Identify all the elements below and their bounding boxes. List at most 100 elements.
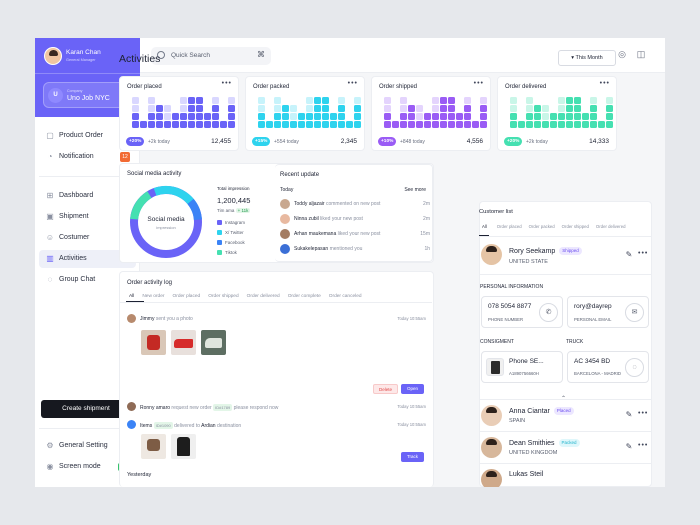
heatmap-cell [220,105,227,112]
heatmap-cell [566,113,573,120]
more-icon[interactable]: ••• [638,410,649,417]
more-icon[interactable]: ••• [473,80,484,87]
more-icon[interactable]: ••• [599,80,610,87]
chat-icon[interactable]: ◌ [625,358,644,377]
photo-thumbnail[interactable] [201,330,226,355]
see-more-link[interactable]: See more [404,187,426,193]
sidebar-item-label: Activities [59,255,87,262]
stat-value: 2,345 [340,138,357,145]
heatmap-cell [322,121,329,128]
legend-swatch [217,220,222,225]
tab-order-placed[interactable]: Order placed [172,294,201,299]
more-icon[interactable]: ••• [638,250,649,257]
heatmap-cell [274,97,281,104]
sidebar-item-shipment[interactable]: ▣ Shipment [39,208,136,226]
customer-name[interactable]: Dean Smithies Packed [509,439,580,447]
delete-button[interactable]: Delete [373,384,398,394]
heatmap-cell [196,105,203,112]
sidebar-item-costumer[interactable]: ☺ Costumer [39,229,136,247]
heatmap-cell [228,105,235,112]
more-icon[interactable]: ••• [221,80,232,87]
tab-order-shipped[interactable]: Order shipped [208,294,239,299]
heatmap-cell [282,121,289,128]
period-select[interactable]: ▾ This Month [558,50,616,66]
sidebar-item-activities[interactable]: ▥ Activities [39,250,136,268]
customer-name[interactable]: Lukas Steil [509,471,544,478]
heatmap-cell [440,113,447,120]
heatmap-cell [188,97,195,104]
avatar [127,420,136,429]
package-icon[interactable]: ◫ [636,49,646,59]
sidebar-item-label: Notification [59,153,94,160]
heatmap-cell [448,113,455,120]
tab-order-placed[interactable]: Order placed [496,224,522,229]
heatmap-cell [180,121,187,128]
update-item[interactable]: Toddy aljazair commented on new post 2m [280,199,430,211]
more-icon[interactable]: ••• [347,80,358,87]
customer-location: UNITED KINGDOM [509,450,558,456]
update-action: mentioned you [329,246,363,252]
growth-badge: +15% [252,137,271,146]
avatar [280,244,290,254]
tab-order-delivered[interactable]: Order delivered [246,294,280,299]
photo-thumbnail[interactable] [141,434,166,459]
sidebar-item-dashboard[interactable]: ⊞ Dashboard [39,187,136,205]
org-selector[interactable]: U Company Uno Job NYC ▼ [43,82,131,108]
tab-order-shipped[interactable]: Order shipped [561,224,589,229]
heatmap-cell [282,97,289,104]
tab-order-canceled[interactable]: Order canceled [328,294,362,299]
update-item[interactable]: Sukakelepasan mentioned you 1h [280,244,430,256]
heatmap-cell [354,113,361,120]
heatmap-cell [258,113,265,120]
heatmap-cell [456,105,463,112]
customer-name: Rory Seekamp Shipped [509,247,582,255]
tab-all[interactable]: All [482,224,487,229]
mail-icon[interactable]: ✉ [625,303,644,322]
truck-value: AC 3454 BD [574,358,611,365]
update-item[interactable]: Ninna zubil liked your new post 2m [280,214,430,226]
heatmap-cell [598,97,605,104]
total-value: 1,200,445 [217,196,251,205]
edit-icon[interactable]: ✎ [625,442,633,451]
photo-thumbnail[interactable] [171,330,196,355]
create-shipment-button[interactable]: Create shipment [41,400,131,418]
update-item[interactable]: Arhan maukemana liked your new post 15m [280,229,430,241]
order-id-badge[interactable]: ID#1090 [153,422,173,429]
avatar [481,244,502,265]
donut-center-sub: impression [156,225,175,230]
track-button[interactable]: Track [401,452,424,462]
heatmap-cell [266,105,273,112]
tab-all[interactable]: All [129,294,135,299]
profile-header[interactable]: Karan Chan General Manager [35,38,140,74]
search-input[interactable]: Quick Search ⌘ [151,47,271,65]
phone-icon[interactable]: ✆ [539,303,558,322]
heatmap-cell [440,121,447,128]
heatmap-cell [598,113,605,120]
heatmap-cell [574,97,581,104]
consignment-field[interactable]: Phone SE... A1890756660H [481,351,563,383]
edit-icon[interactable]: ✎ [625,410,633,419]
photo-thumbnail[interactable] [171,434,196,459]
edit-icon[interactable]: ✎ [625,250,633,259]
more-icon[interactable]: ••• [638,442,649,449]
heatmap-cell [518,113,525,120]
tab-order-delivered[interactable]: Order delivered [595,224,626,229]
tab-new-order[interactable]: New order [142,294,165,299]
phone-label: PHONE NUMBER [488,317,524,322]
photo-thumbnail[interactable] [141,330,166,355]
sidebar-item-general-setting[interactable]: ⚙ General Setting [39,437,136,455]
consignment-id: A1890756660H [509,371,539,376]
customer-name[interactable]: Anna Ciantar Placed [509,407,574,415]
heatmap-cell [440,105,447,112]
sidebar-item-notification[interactable]: ◔ Notification 12 [39,148,136,166]
customer-location: UNITED STATE [509,259,548,265]
order-id-badge[interactable]: ID#1789 [213,404,233,411]
heatmap-cell [518,121,525,128]
log-user: Ronny amaro [140,405,171,411]
open-button[interactable]: Open [401,384,424,394]
heatmap-cell [266,97,273,104]
heatmap-cell [480,97,487,104]
globe-icon[interactable]: ◎ [618,49,626,59]
tab-order-complete[interactable]: Order complete [287,294,321,299]
tab-order-packed[interactable]: Order packed [528,224,555,229]
